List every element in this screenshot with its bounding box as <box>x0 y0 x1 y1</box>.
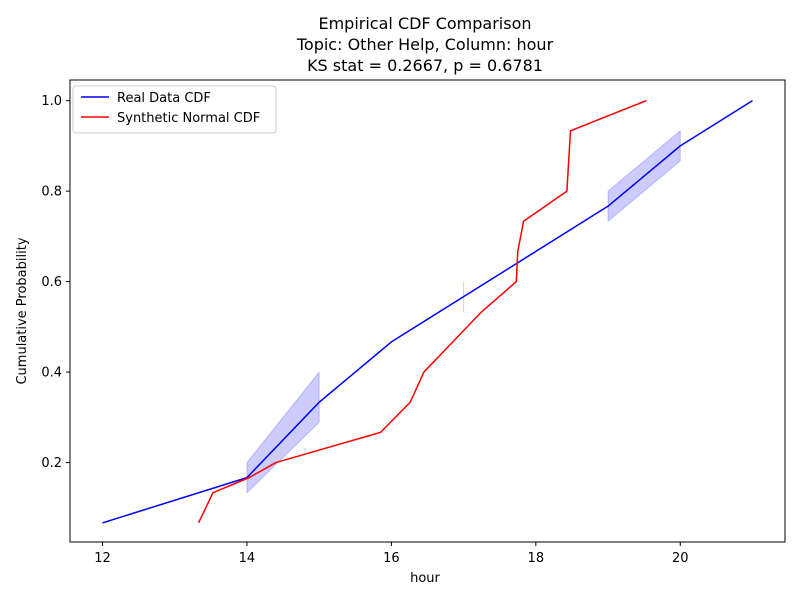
legend-label-real: Real Data CDF <box>117 91 211 106</box>
series-lines <box>102 99 753 524</box>
series-line-1 <box>197 99 647 524</box>
y-axis-label: Cumulative Probability <box>15 237 30 384</box>
x-tick-label: 18 <box>528 551 545 566</box>
axes: 12 14 16 18 20 0.2 0.4 0.6 0.8 1.0 <box>41 79 786 566</box>
confidence-bands <box>246 129 681 494</box>
x-tick-label: 14 <box>239 551 256 566</box>
y-tick-label: 0.6 <box>41 275 62 290</box>
legend: Real Data CDF Synthetic Normal CDF <box>72 85 277 134</box>
y-tick-label: 1.0 <box>41 94 62 109</box>
y-tick-label: 0.2 <box>41 456 62 471</box>
legend-box <box>72 85 277 134</box>
chart-title-line-3: KS stat = 0.2667, p = 0.6781 <box>307 56 543 75</box>
chart-title-line-1: Empirical CDF Comparison <box>318 14 531 33</box>
series-line-0 <box>102 99 753 524</box>
y-tick-label: 0.4 <box>41 366 62 381</box>
confidence-band-0 <box>246 370 320 494</box>
legend-label-synthetic: Synthetic Normal CDF <box>117 111 260 126</box>
plot-frame <box>69 79 786 543</box>
x-tick-label: 16 <box>383 551 400 566</box>
chart-title-line-2: Topic: Other Help, Column: hour <box>296 35 554 54</box>
x-tick-label: 12 <box>94 551 111 566</box>
x-axis-label: hour <box>410 571 440 586</box>
y-tick-label: 0.8 <box>41 185 62 200</box>
x-tick-label: 20 <box>672 551 689 566</box>
